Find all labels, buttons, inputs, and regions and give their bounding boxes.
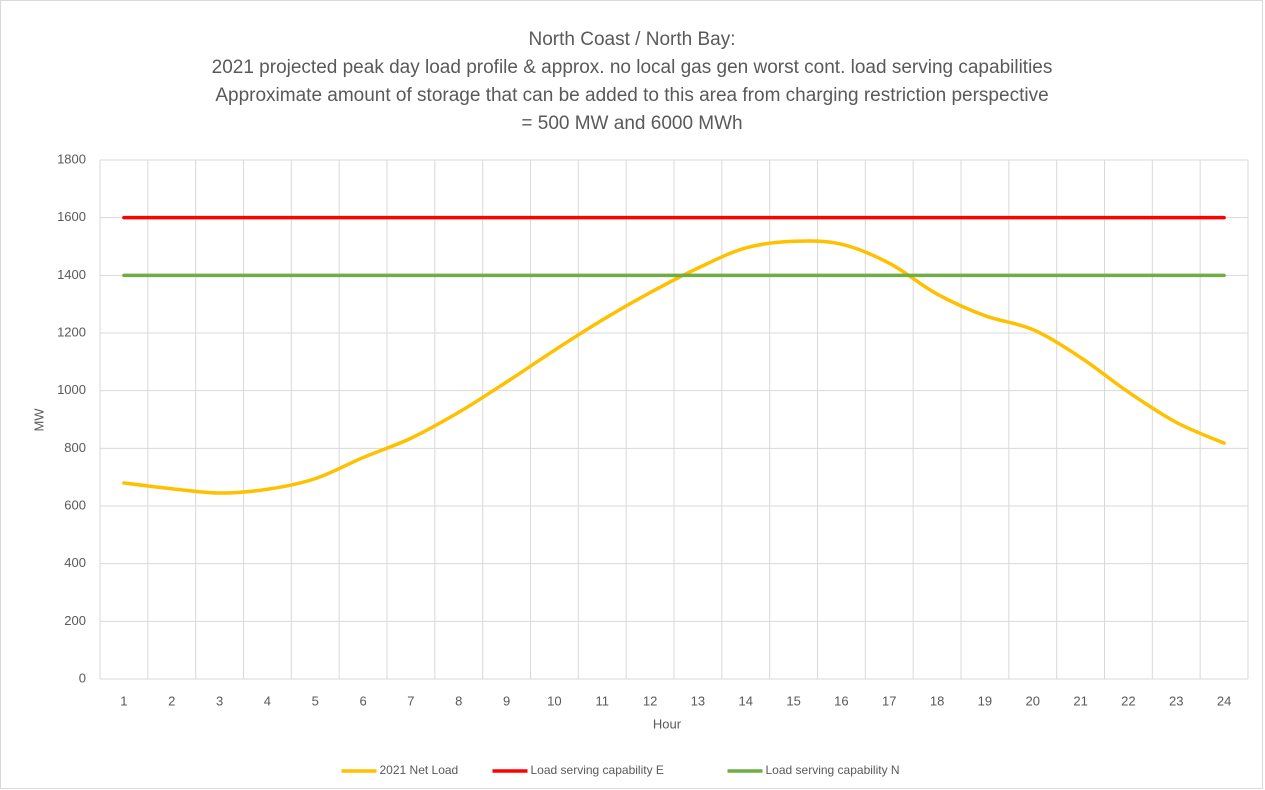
series-line <box>122 239 1226 495</box>
y-tick-label: 600 <box>64 497 86 512</box>
x-tick-label: 22 <box>1121 693 1135 708</box>
x-tick-label: 24 <box>1217 693 1231 708</box>
y-tick-label: 400 <box>64 555 86 570</box>
x-axis-label: Hour <box>653 716 682 731</box>
legend-label: 2021 Net Load <box>380 763 459 777</box>
x-tick-label: 2 <box>168 693 175 708</box>
x-tick-label: 12 <box>643 693 657 708</box>
legend-label: Load serving capability N <box>766 763 900 777</box>
x-tick-label: 8 <box>455 693 462 708</box>
y-tick-label: 0 <box>79 670 86 685</box>
chart-title: 2021 projected peak day load profile & a… <box>212 57 1053 78</box>
x-tick-label: 20 <box>1026 693 1040 708</box>
x-tick-label: 17 <box>882 693 896 708</box>
x-tick-label: 4 <box>264 693 271 708</box>
y-axis-label: MW <box>31 408 46 432</box>
y-tick-label: 800 <box>64 440 86 455</box>
x-tick-label: 19 <box>978 693 992 708</box>
y-tick-label: 200 <box>64 613 86 628</box>
y-tick-label: 1400 <box>57 267 86 282</box>
y-tick-label: 1800 <box>57 151 86 166</box>
x-tick-label: 11 <box>596 693 610 708</box>
x-tick-label: 6 <box>359 693 366 708</box>
x-tick-label: 13 <box>691 693 705 708</box>
chart-title: North Coast / North Bay: <box>529 29 736 50</box>
x-tick-label: 7 <box>407 693 414 708</box>
y-tick-label: 1200 <box>57 324 86 339</box>
x-tick-label: 23 <box>1169 693 1183 708</box>
x-tick-label: 18 <box>930 693 944 708</box>
y-tick-label: 1000 <box>57 382 86 397</box>
chart-title: Approximate amount of storage that can b… <box>215 85 1048 106</box>
x-tick-label: 10 <box>547 693 561 708</box>
x-tick-label: 1 <box>120 693 127 708</box>
x-tick-label: 15 <box>786 693 800 708</box>
chart-title: = 500 MW and 6000 MWh <box>521 113 742 134</box>
y-tick-label: 1600 <box>57 209 86 224</box>
x-tick-label: 5 <box>312 693 319 708</box>
legend-label: Load serving capability E <box>531 763 664 777</box>
x-tick-label: 16 <box>834 693 848 708</box>
x-tick-label: 3 <box>216 693 223 708</box>
x-tick-label: 14 <box>739 693 753 708</box>
x-tick-label: 9 <box>503 693 510 708</box>
x-tick-label: 21 <box>1073 693 1087 708</box>
